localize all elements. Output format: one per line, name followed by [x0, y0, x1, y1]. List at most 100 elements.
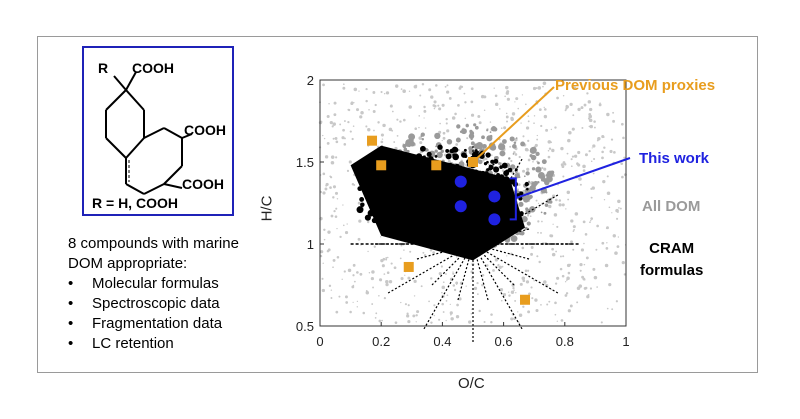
- background-dom-point: [601, 241, 605, 245]
- this-work-marker: [488, 190, 501, 203]
- background-dom-point: [320, 120, 323, 124]
- all-dom-point: [477, 143, 482, 148]
- background-dom-point: [532, 86, 537, 91]
- background-dom-point: [322, 191, 326, 195]
- background-dom-point: [446, 294, 449, 297]
- background-dom-point: [520, 122, 522, 124]
- background-dom-point: [327, 248, 331, 252]
- r-definition: R = H, COOH: [92, 195, 178, 211]
- background-dom-point: [537, 202, 540, 205]
- cram-point: [466, 179, 471, 184]
- background-dom-point: [537, 231, 539, 234]
- all-dom-point: [471, 132, 474, 135]
- background-dom-point: [339, 235, 342, 239]
- all-dom-point: [403, 147, 408, 152]
- background-dom-point: [334, 137, 338, 140]
- background-dom-point: [385, 91, 390, 95]
- background-dom-point: [553, 213, 558, 217]
- background-dom-point: [445, 299, 448, 302]
- cram-point: [422, 224, 426, 229]
- background-dom-point: [566, 190, 571, 195]
- background-dom-point: [554, 301, 557, 305]
- background-dom-point: [327, 230, 331, 234]
- background-dom-point: [583, 286, 587, 290]
- background-dom-point: [514, 153, 518, 156]
- all-dom-point: [402, 143, 407, 149]
- cram-point: [395, 232, 402, 239]
- background-dom-point: [617, 236, 620, 238]
- background-dom-point: [610, 138, 614, 141]
- background-dom-point: [343, 224, 345, 227]
- background-dom-point: [454, 112, 457, 116]
- cram-point: [526, 187, 529, 191]
- cram-point: [486, 224, 490, 228]
- background-dom-point: [528, 292, 531, 296]
- data-markers: [367, 135, 531, 305]
- background-dom-point: [365, 87, 368, 91]
- cram-point: [420, 220, 423, 223]
- all-dom-point: [530, 154, 537, 161]
- background-dom-point: [534, 143, 538, 148]
- plot-border: [319, 79, 627, 327]
- cram-ray: [414, 243, 474, 261]
- background-dom-point: [400, 244, 403, 247]
- this-work-label: This work: [639, 150, 710, 167]
- cram-point: [485, 152, 491, 158]
- background-dom-point: [562, 255, 565, 258]
- background-dom-point: [571, 127, 575, 131]
- background-dom-point: [572, 114, 575, 117]
- background-dom-point: [399, 120, 402, 123]
- cram-center-point: [468, 239, 478, 249]
- background-dom-point: [344, 137, 346, 140]
- background-dom-point: [509, 145, 512, 148]
- background-dom-point: [356, 108, 360, 112]
- background-dom-point: [452, 272, 455, 275]
- background-dom-point: [374, 103, 377, 107]
- background-dom-point: [590, 217, 594, 220]
- cram-point: [487, 175, 492, 180]
- background-dom-point: [420, 285, 423, 288]
- cram-point: [416, 192, 422, 197]
- cram-point: [498, 174, 505, 181]
- background-dom-point: [423, 117, 425, 119]
- background-dom-point: [574, 154, 578, 158]
- cram-formulas-label: CRAM formulas: [640, 238, 703, 282]
- background-dom-point: [451, 116, 456, 120]
- background-dom-point: [360, 111, 364, 115]
- background-dom-point: [473, 286, 478, 291]
- cram-point: [437, 197, 445, 205]
- cram-point: [441, 239, 445, 243]
- cram-point: [425, 177, 428, 180]
- cram-point: [368, 204, 372, 208]
- background-dom-point: [589, 124, 593, 129]
- cram-point: [378, 207, 381, 210]
- background-dom-point: [449, 303, 451, 305]
- cram-point: [402, 187, 407, 193]
- background-dom-point: [609, 149, 613, 154]
- cram-point: [452, 225, 458, 231]
- background-dom-point: [589, 221, 591, 224]
- background-dom-point: [476, 281, 479, 285]
- background-dom-point: [374, 316, 377, 319]
- cram-point: [392, 153, 397, 159]
- background-dom-point: [358, 219, 362, 223]
- all-dom-point: [498, 143, 506, 151]
- all-dom-point: [510, 235, 518, 243]
- background-dom-point: [353, 183, 356, 186]
- background-dom-point: [430, 277, 433, 280]
- background-dom-point: [608, 206, 611, 209]
- background-dom-point: [554, 126, 557, 129]
- cram-point: [403, 153, 407, 157]
- background-dom-point: [413, 279, 417, 284]
- background-dom-point: [321, 288, 326, 293]
- background-dom-point: [385, 258, 388, 261]
- background-dom-point: [516, 188, 520, 191]
- cram-ray: [430, 243, 474, 287]
- cram-point: [454, 154, 459, 159]
- background-dom-point: [543, 167, 547, 171]
- cram-point: [422, 155, 426, 159]
- cram-point: [405, 215, 411, 221]
- background-dom-point: [432, 251, 435, 254]
- background-dom-point: [503, 126, 507, 130]
- background-dom-point: [477, 293, 479, 295]
